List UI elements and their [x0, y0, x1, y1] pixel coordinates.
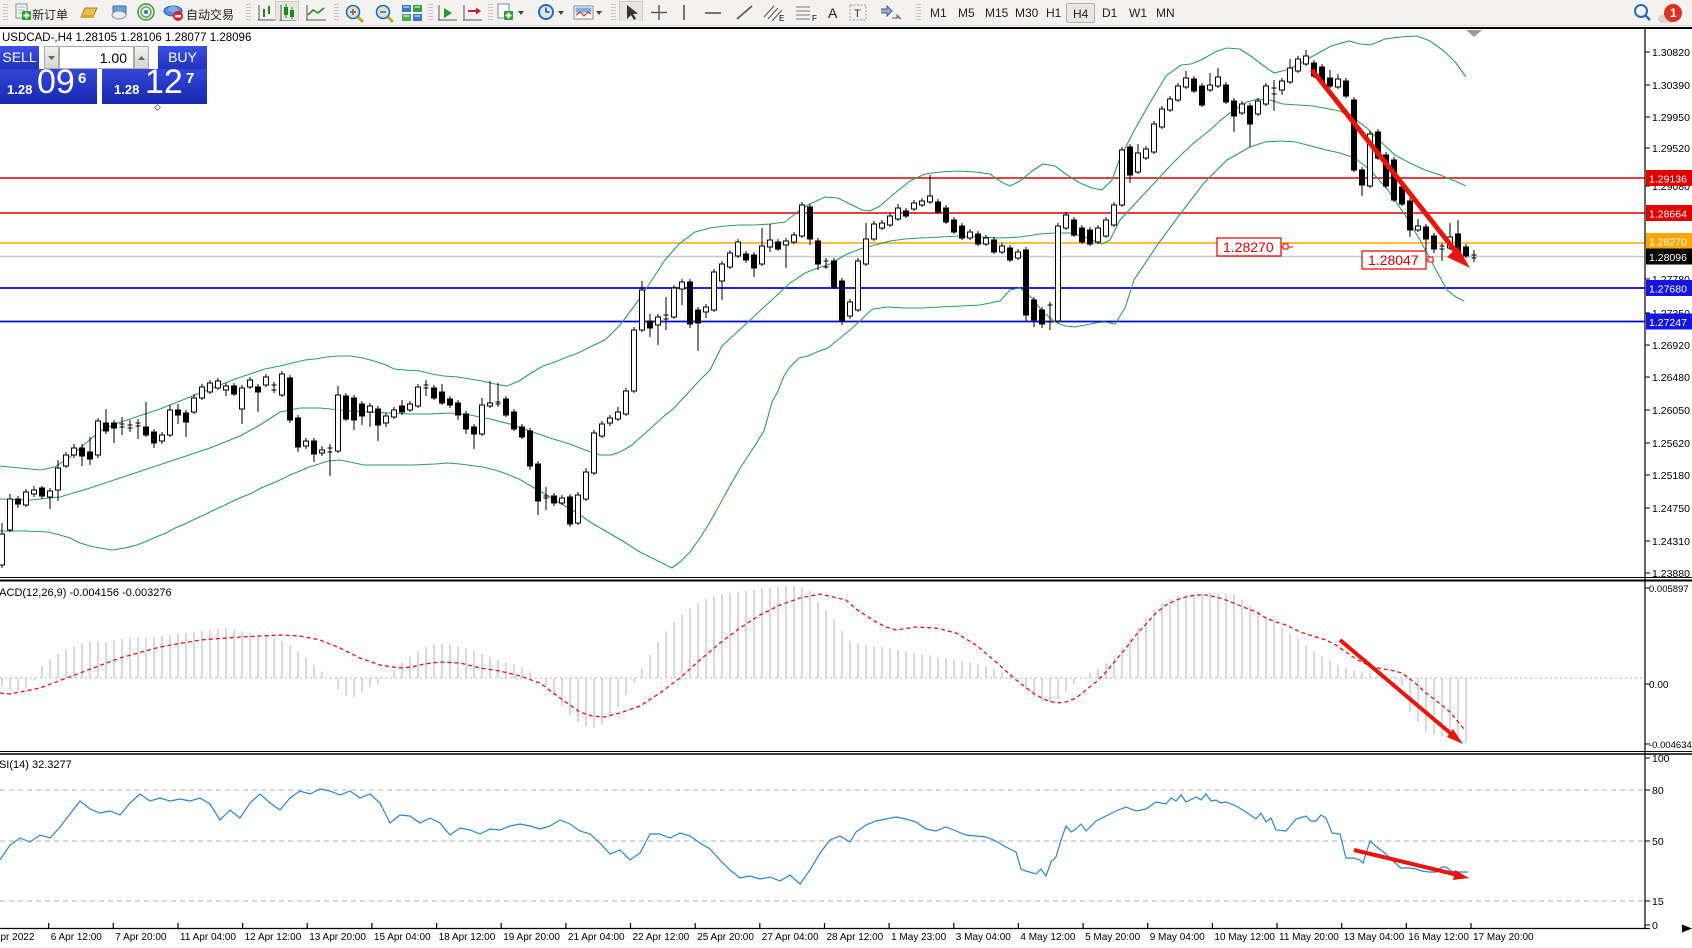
- svg-text:1: 1: [1670, 6, 1677, 20]
- svg-text:19 Apr 20:00: 19 Apr 20:00: [503, 932, 560, 943]
- svg-text:F: F: [812, 14, 817, 23]
- svg-text:4 May 12:00: 4 May 12:00: [1020, 932, 1075, 943]
- svg-text:1.24750: 1.24750: [1652, 503, 1690, 515]
- svg-text:1.25620: 1.25620: [1652, 438, 1690, 450]
- svg-text:11 May 20:00: 11 May 20:00: [1279, 932, 1339, 943]
- svg-text:9 May 04:00: 9 May 04:00: [1150, 932, 1205, 943]
- svg-text:-0.004634: -0.004634: [1649, 740, 1692, 751]
- svg-text:17 May 20:00: 17 May 20:00: [1473, 932, 1534, 943]
- svg-text:13 Apr 20:00: 13 Apr 20:00: [309, 932, 366, 943]
- svg-text:1.27247: 1.27247: [1649, 317, 1687, 329]
- svg-text:12 Apr 12:00: 12 Apr 12:00: [245, 932, 302, 943]
- svg-text:5 May 20:00: 5 May 20:00: [1085, 932, 1140, 943]
- svg-text:1.28270: 1.28270: [1223, 239, 1274, 255]
- svg-text:3 May 04:00: 3 May 04:00: [956, 932, 1011, 943]
- svg-text:1.23880: 1.23880: [1652, 568, 1690, 580]
- svg-text:1.28047: 1.28047: [1368, 252, 1419, 268]
- svg-text:MACD(12,26,9) -0.004156 -0.003: MACD(12,26,9) -0.004156 -0.003276: [0, 587, 172, 599]
- svg-text:RSI(14) 32.3277: RSI(14) 32.3277: [0, 759, 72, 771]
- svg-text:1.26480: 1.26480: [1652, 372, 1690, 384]
- svg-text:5 Apr 2022: 5 Apr 2022: [0, 932, 35, 943]
- svg-text:USDCAD-,H4 1.28105 1.28106 1.: USDCAD-,H4 1.28105 1.28106 1.28077 1.280…: [2, 32, 251, 44]
- svg-text:13 May 04:00: 13 May 04:00: [1344, 932, 1405, 943]
- svg-text:6 Apr 12:00: 6 Apr 12:00: [51, 932, 103, 943]
- svg-text:15 Apr 04:00: 15 Apr 04:00: [374, 932, 431, 943]
- svg-text:1.30390: 1.30390: [1652, 80, 1690, 92]
- svg-text:0.00: 0.00: [1649, 680, 1669, 691]
- svg-text:1.29950: 1.29950: [1652, 112, 1690, 124]
- svg-text:1.28096: 1.28096: [1649, 252, 1687, 264]
- svg-text:100: 100: [1652, 753, 1670, 765]
- svg-text:1.29520: 1.29520: [1652, 143, 1690, 155]
- svg-text:10 May 12:00: 10 May 12:00: [1214, 932, 1275, 943]
- svg-text:1.29136: 1.29136: [1649, 174, 1687, 186]
- svg-text:50: 50: [1652, 836, 1664, 848]
- svg-text:E: E: [779, 14, 784, 23]
- svg-text:1.24310: 1.24310: [1652, 536, 1690, 548]
- svg-text:1.30820: 1.30820: [1652, 47, 1690, 59]
- svg-text:1.28664: 1.28664: [1649, 209, 1687, 221]
- svg-text:25 Apr 20:00: 25 Apr 20:00: [697, 932, 754, 943]
- svg-text:22 Apr 12:00: 22 Apr 12:00: [633, 932, 690, 943]
- svg-text:15: 15: [1652, 896, 1664, 908]
- svg-text:1 May 23:00: 1 May 23:00: [891, 932, 946, 943]
- svg-text:1.27680: 1.27680: [1649, 284, 1687, 296]
- svg-text:7 Apr 20:00: 7 Apr 20:00: [115, 932, 167, 943]
- svg-text:27 Apr 04:00: 27 Apr 04:00: [762, 932, 819, 943]
- svg-text:T: T: [854, 8, 861, 20]
- svg-text:16 May 12:00: 16 May 12:00: [1408, 932, 1469, 943]
- svg-text:0: 0: [1652, 920, 1658, 932]
- svg-text:1.26920: 1.26920: [1652, 340, 1690, 352]
- svg-text:11 Apr 04:00: 11 Apr 04:00: [180, 932, 236, 943]
- svg-text:1.26050: 1.26050: [1652, 405, 1690, 417]
- svg-text:1.28270: 1.28270: [1649, 237, 1687, 249]
- svg-text:80: 80: [1652, 785, 1664, 797]
- svg-text:21 Apr 04:00: 21 Apr 04:00: [568, 932, 625, 943]
- svg-text:0.005897: 0.005897: [1649, 584, 1689, 595]
- svg-text:18 Apr 12:00: 18 Apr 12:00: [439, 932, 496, 943]
- svg-text:1.25180: 1.25180: [1652, 470, 1690, 482]
- svg-text:28 Apr 12:00: 28 Apr 12:00: [827, 932, 884, 943]
